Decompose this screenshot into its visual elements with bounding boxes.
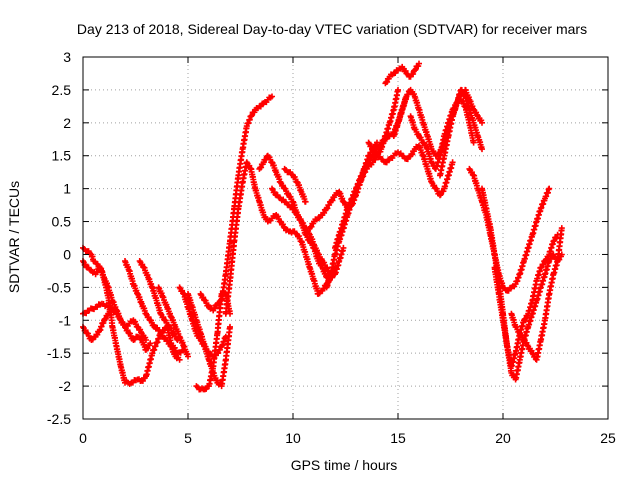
y-tick-label: -1 — [59, 312, 72, 328]
series-track-23 — [437, 86, 485, 179]
x-tick-label: 5 — [184, 430, 192, 446]
y-tick-label: 2 — [63, 115, 71, 131]
series-track-7 — [155, 284, 191, 360]
series-markers — [491, 252, 564, 381]
y-tick-label: -2 — [59, 378, 72, 394]
series-markers — [81, 301, 114, 317]
series-markers — [137, 259, 180, 342]
series-markers — [437, 87, 485, 177]
x-axis-label: GPS time / hours — [291, 457, 398, 473]
series-track-26 — [491, 251, 565, 383]
y-tick-label: -1.5 — [47, 345, 71, 361]
series-markers — [383, 63, 422, 85]
series-markers — [156, 285, 191, 358]
x-tick-label: 15 — [390, 430, 406, 446]
x-tick-label: 20 — [495, 430, 511, 446]
series-track-27 — [508, 225, 565, 363]
series-track-11 — [197, 93, 275, 314]
y-tick-label: 1 — [63, 181, 71, 197]
series-track-12 — [222, 159, 338, 317]
series-markers — [185, 292, 233, 388]
series-markers — [198, 94, 274, 312]
series-markers — [80, 308, 149, 343]
series-track-19 — [365, 139, 456, 199]
y-axis-label: SDTVAR / TECUs — [6, 181, 22, 293]
y-tick-label: 2.5 — [52, 82, 72, 98]
x-tick-label: 25 — [600, 430, 616, 446]
y-tick-label: 3 — [63, 49, 71, 65]
axis-ticks: -2.5 -2 -1.5 -1 -0.5 0 0.5 1 1.5 2 2.5 3 0 5 10 15 20 25 — [47, 49, 616, 446]
x-tick-label: 0 — [79, 430, 87, 446]
series-markers — [122, 259, 182, 362]
series-markers — [366, 140, 456, 198]
series-markers — [508, 227, 565, 362]
series-track-6 — [136, 258, 181, 343]
series-track-15 — [281, 165, 309, 205]
plot-frame — [82, 56, 609, 420]
y-tick-label: 0.5 — [52, 214, 72, 230]
series-track-20 — [382, 60, 422, 87]
y-tick-label: 1.5 — [52, 148, 72, 164]
series-track-9 — [185, 290, 233, 390]
y-tick-label: -2.5 — [47, 411, 71, 427]
y-tick-label: 0 — [63, 246, 71, 262]
series-track-3 — [80, 307, 149, 343]
series-track-5 — [122, 258, 183, 363]
x-tick-label: 10 — [285, 430, 301, 446]
series-markers — [223, 160, 338, 316]
series-track-24 — [466, 165, 553, 294]
chart-title: Day 213 of 2018, Sidereal Day-to-day VTE… — [77, 21, 587, 37]
y-tick-label: -0.5 — [47, 279, 71, 295]
series-track-14 — [269, 185, 347, 281]
series-markers — [408, 97, 477, 172]
data-points — [80, 60, 565, 393]
series-markers — [283, 167, 308, 205]
series-markers — [269, 187, 346, 281]
